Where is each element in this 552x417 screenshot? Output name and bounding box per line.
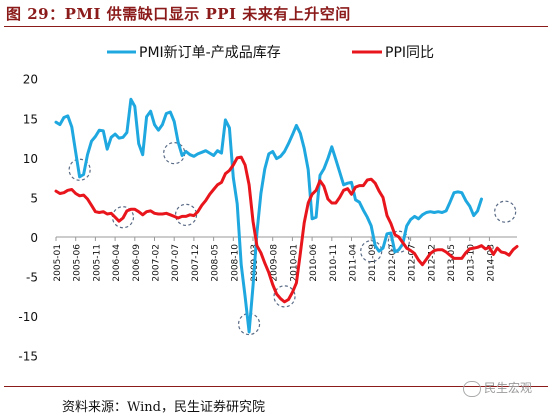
x-tick-label: 2005-06 — [73, 244, 83, 282]
x-tick-label: 2007-02 — [152, 244, 162, 282]
series-line-ppi — [54, 155, 519, 304]
legend-label-pmi: PMI新订单-产成品库存 — [139, 45, 281, 61]
y-tick-label: 10 — [23, 152, 38, 166]
x-tick-label: 2009-08 — [270, 244, 280, 282]
x-tick-label: 2012-02 — [388, 244, 398, 282]
x-tick-label: 2010-11 — [329, 244, 339, 282]
x-tick-label: 2005-11 — [92, 244, 102, 282]
y-tick-label: 0 — [30, 231, 38, 245]
y-tick-label: -15 — [18, 350, 38, 364]
watermark: 民生宏观 — [462, 379, 532, 397]
y-tick-label: -10 — [18, 310, 38, 324]
series-line-pmi — [54, 97, 483, 334]
y-tick-label: -5 — [26, 271, 38, 285]
x-tick-label: 2011-04 — [349, 244, 359, 282]
x-tick-label: 2007-12 — [191, 244, 201, 282]
x-tick-label: 2014-03 — [486, 244, 496, 282]
highlight-circle — [387, 230, 410, 253]
x-tick-label: 2006-04 — [112, 244, 122, 282]
source-note: 资料来源：Wind，民生证券研究院 — [62, 400, 265, 415]
x-tick-label: 2010-06 — [309, 244, 319, 282]
x-tick-label: 2007-07 — [171, 244, 181, 282]
x-tick-label: 2005-01 — [53, 244, 63, 282]
legend-label-ppi: PPI同比 — [385, 45, 434, 61]
x-tick-label: 2013-10 — [467, 244, 477, 282]
highlight-circle — [273, 285, 296, 308]
x-tick-label: 2012-07 — [408, 244, 418, 282]
x-tick-label: 2013-05 — [447, 244, 457, 282]
x-tick-label: 2008-10 — [230, 244, 240, 282]
y-tick-label: 20 — [23, 73, 38, 87]
watermark-text: 民生宏观 — [483, 381, 532, 395]
highlight-circle — [68, 158, 91, 181]
line-chart: PMI新订单-产成品库存 PPI同比 -15 -10 -5 0 5 10 15 20 2005-… — [18, 45, 519, 364]
y-tick-label: 15 — [23, 112, 38, 126]
highlight-circle — [237, 312, 261, 336]
chart-legend: PMI新订单-产成品库存 PPI同比 — [107, 45, 434, 61]
x-tick-label: 2011-09 — [368, 244, 378, 282]
x-tick-label: 2012-12 — [427, 244, 437, 282]
x-tick-label: 2006-09 — [132, 244, 142, 282]
y-tick-label: 5 — [30, 191, 38, 205]
footer-divider — [4, 386, 548, 387]
title-divider — [4, 26, 548, 27]
highlight-circle — [111, 206, 135, 229]
figure-title: 图 29：PMI 供需缺口显示 PPI 未来有上升空间 — [6, 5, 351, 23]
wechat-icon — [462, 380, 481, 397]
x-tick-label: 2008-05 — [211, 244, 221, 282]
x-tick-label: 2010-01 — [289, 244, 299, 282]
highlight-circle — [494, 200, 517, 223]
